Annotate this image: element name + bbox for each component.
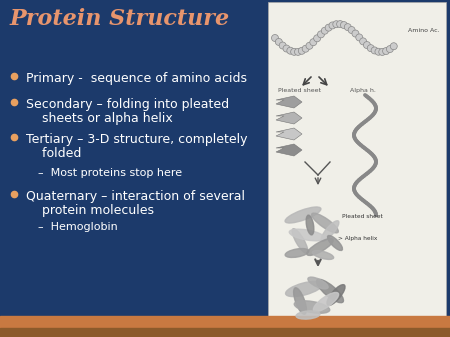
Ellipse shape bbox=[306, 215, 314, 235]
Circle shape bbox=[375, 48, 382, 55]
Ellipse shape bbox=[312, 213, 338, 233]
Polygon shape bbox=[276, 96, 302, 108]
Ellipse shape bbox=[289, 229, 325, 241]
Circle shape bbox=[279, 42, 286, 49]
Text: Pleated sheet: Pleated sheet bbox=[278, 88, 321, 93]
Ellipse shape bbox=[313, 293, 338, 311]
Ellipse shape bbox=[285, 207, 321, 223]
Circle shape bbox=[325, 24, 332, 31]
Circle shape bbox=[302, 45, 309, 52]
Ellipse shape bbox=[316, 279, 343, 303]
Text: Tertiary – 3-D structure, completely: Tertiary – 3-D structure, completely bbox=[26, 133, 248, 146]
Text: folded: folded bbox=[26, 147, 81, 160]
Circle shape bbox=[333, 21, 340, 28]
Circle shape bbox=[360, 38, 367, 45]
Circle shape bbox=[283, 45, 290, 52]
Circle shape bbox=[344, 24, 351, 31]
Circle shape bbox=[367, 44, 374, 52]
Text: Primary -  sequence of amino acids: Primary - sequence of amino acids bbox=[26, 72, 247, 85]
Circle shape bbox=[271, 34, 279, 41]
Ellipse shape bbox=[296, 311, 320, 319]
Circle shape bbox=[329, 22, 336, 29]
Circle shape bbox=[390, 43, 397, 50]
Text: protein molecules: protein molecules bbox=[26, 204, 154, 217]
Text: Pleated sheet: Pleated sheet bbox=[342, 214, 383, 219]
Circle shape bbox=[291, 48, 297, 55]
Bar bbox=[0, 328, 450, 337]
Text: Quaternary – interaction of several: Quaternary – interaction of several bbox=[26, 190, 245, 203]
Circle shape bbox=[321, 27, 328, 34]
Circle shape bbox=[287, 47, 294, 54]
Circle shape bbox=[310, 39, 317, 46]
Circle shape bbox=[337, 21, 344, 28]
Circle shape bbox=[356, 34, 363, 41]
Text: Protein Structure: Protein Structure bbox=[10, 8, 230, 30]
Text: Secondary – folding into pleated: Secondary – folding into pleated bbox=[26, 98, 229, 111]
Circle shape bbox=[275, 38, 282, 45]
Ellipse shape bbox=[285, 249, 309, 257]
Circle shape bbox=[306, 42, 313, 49]
Text: Amino Ac.: Amino Ac. bbox=[408, 28, 440, 33]
Polygon shape bbox=[276, 112, 302, 124]
Text: sheets or alpha helix: sheets or alpha helix bbox=[26, 112, 173, 125]
Ellipse shape bbox=[312, 251, 333, 259]
Ellipse shape bbox=[307, 239, 333, 255]
Circle shape bbox=[348, 27, 355, 33]
Ellipse shape bbox=[327, 285, 345, 305]
Ellipse shape bbox=[292, 229, 308, 253]
Circle shape bbox=[298, 47, 305, 54]
Circle shape bbox=[371, 47, 378, 54]
Ellipse shape bbox=[308, 277, 328, 289]
Circle shape bbox=[314, 35, 321, 42]
Circle shape bbox=[352, 30, 359, 37]
Polygon shape bbox=[276, 128, 302, 140]
Bar bbox=[0, 316, 450, 328]
Ellipse shape bbox=[293, 288, 306, 314]
Ellipse shape bbox=[321, 221, 339, 241]
Text: Alpha h.: Alpha h. bbox=[350, 88, 376, 93]
Text: –  Hemoglobin: – Hemoglobin bbox=[38, 222, 118, 232]
Ellipse shape bbox=[294, 301, 330, 313]
Ellipse shape bbox=[286, 281, 322, 297]
Text: > Alpha helix: > Alpha helix bbox=[338, 236, 378, 241]
Circle shape bbox=[341, 22, 347, 29]
Circle shape bbox=[317, 31, 324, 38]
Circle shape bbox=[382, 48, 390, 55]
Circle shape bbox=[364, 41, 370, 49]
Circle shape bbox=[379, 49, 386, 56]
Polygon shape bbox=[276, 144, 302, 156]
Bar bbox=[268, 2, 446, 320]
Circle shape bbox=[294, 49, 302, 55]
Circle shape bbox=[387, 45, 393, 53]
Ellipse shape bbox=[328, 236, 342, 250]
Text: –  Most proteins stop here: – Most proteins stop here bbox=[38, 168, 182, 178]
